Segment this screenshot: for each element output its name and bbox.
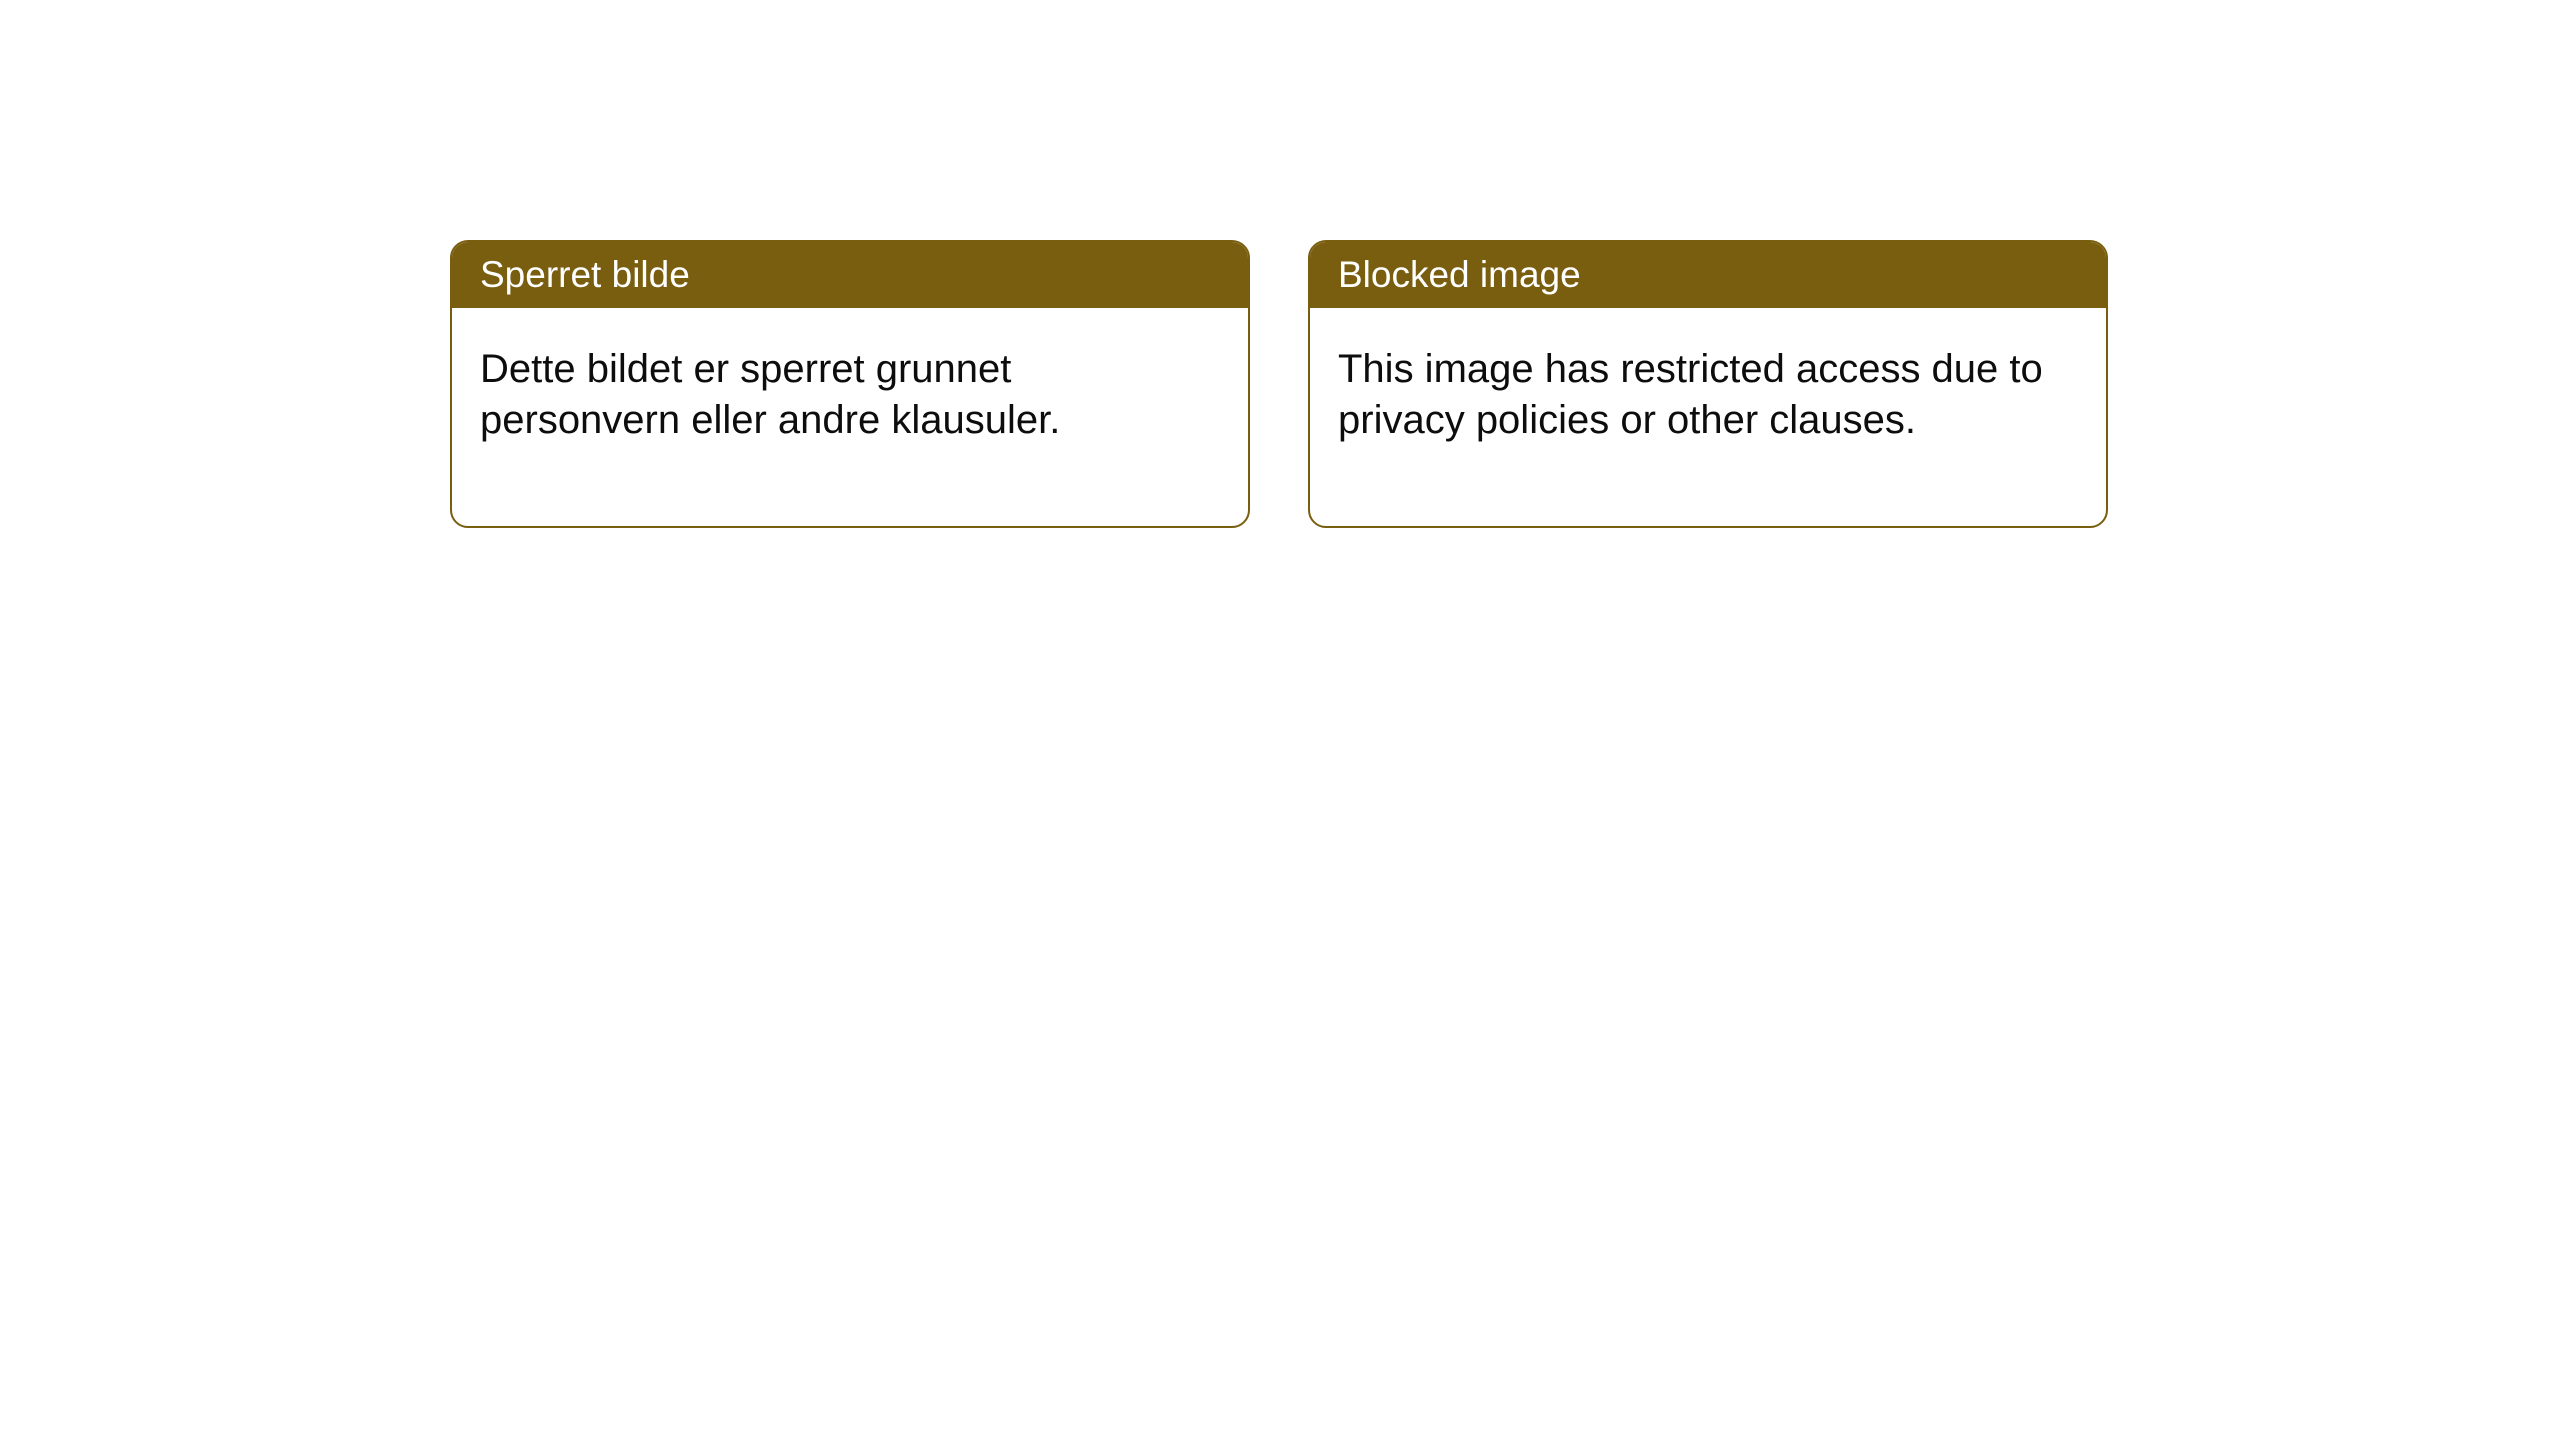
notice-title: Sperret bilde bbox=[480, 254, 690, 295]
notice-box-norwegian: Sperret bilde Dette bildet er sperret gr… bbox=[450, 240, 1250, 528]
notice-title: Blocked image bbox=[1338, 254, 1581, 295]
notice-body-text: Dette bildet er sperret grunnet personve… bbox=[480, 347, 1060, 442]
notice-body: This image has restricted access due to … bbox=[1310, 308, 2106, 526]
notice-body: Dette bildet er sperret grunnet personve… bbox=[452, 308, 1248, 526]
notice-box-english: Blocked image This image has restricted … bbox=[1308, 240, 2108, 528]
notice-header: Sperret bilde bbox=[452, 242, 1248, 308]
notice-container: Sperret bilde Dette bildet er sperret gr… bbox=[450, 240, 2108, 528]
notice-body-text: This image has restricted access due to … bbox=[1338, 347, 2043, 442]
notice-header: Blocked image bbox=[1310, 242, 2106, 308]
